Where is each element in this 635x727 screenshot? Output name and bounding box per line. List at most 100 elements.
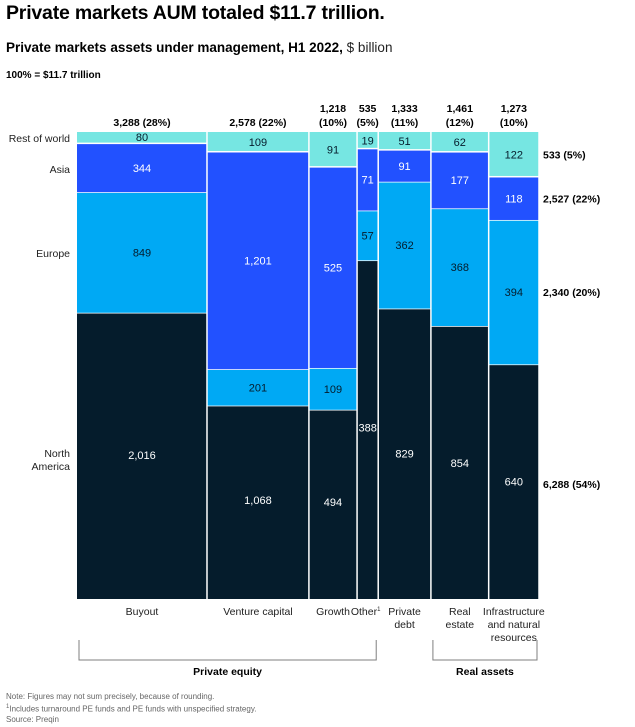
footnote-mark: 1 [6, 704, 10, 710]
segment-asia [207, 152, 309, 370]
segment-north-america [378, 309, 431, 599]
segment-value-label: 109 [249, 137, 267, 149]
column-share-label: (10%) [319, 117, 347, 129]
segment-europe [378, 182, 431, 309]
segment-value-label: 640 [505, 476, 523, 488]
category-label: Other1 [351, 606, 381, 618]
column-share-label: (10%) [500, 117, 528, 129]
segment-rest-of-world [489, 132, 539, 176]
segment-asia [489, 177, 539, 220]
segment-value-label: 829 [395, 449, 413, 461]
region-total-label: 2,340 (20%) [543, 287, 600, 299]
region-label: Rest of world [9, 133, 70, 145]
subtitle-unit: $ billion [342, 40, 393, 55]
region-label: America [31, 461, 70, 473]
category-label: debt [394, 619, 415, 631]
region-total-label: 533 (5%) [543, 149, 586, 161]
segment-value-label: 2,016 [128, 450, 156, 462]
segment-asia [357, 149, 378, 211]
segment-rest-of-world [378, 132, 431, 150]
segment-value-label: 362 [395, 240, 413, 252]
segment-asia [431, 152, 488, 209]
column-total-label: 1,273 [501, 103, 527, 115]
segment-north-america [207, 406, 309, 599]
category-label: estate [445, 619, 474, 631]
segment-europe [431, 209, 488, 327]
segment-value-label: 91 [398, 161, 410, 173]
footnote-text: Includes turnaround PE funds and PE fund… [9, 704, 257, 714]
segment-value-label: 201 [249, 382, 267, 394]
category-label: Venture capital [223, 606, 292, 618]
segment-north-america [431, 326, 488, 599]
column-share-label: (11%) [391, 117, 418, 129]
chart-notes: Note: Figures may not sum precisely, bec… [6, 692, 256, 725]
category-label: Buyout [126, 606, 159, 618]
category-label: Growth [316, 606, 350, 618]
region-label: Europe [36, 248, 70, 260]
chart-subtitle: Private markets assets under management,… [6, 40, 392, 55]
column-total-label: 3,288 (28%) [113, 117, 170, 129]
note-text: Note: Figures may not sum precisely, bec… [6, 692, 215, 701]
segment-europe [77, 192, 207, 313]
segment-value-label: 344 [133, 163, 151, 175]
footnote-line: 1Includes turnaround PE funds and PE fun… [6, 702, 256, 715]
segment-north-america [77, 313, 207, 599]
total-label: 100% = $11.7 trillion [6, 70, 101, 81]
column-total-label: 535 [359, 103, 377, 115]
segment-value-label: 854 [451, 458, 469, 470]
segment-value-label: 118 [505, 193, 523, 205]
segment-value-label: 122 [505, 149, 523, 161]
region-total-label: 2,527 (22%) [543, 193, 600, 205]
category-label: Private [388, 606, 421, 618]
segment-value-label: 51 [398, 136, 410, 148]
segment-value-label: 1,068 [244, 495, 272, 507]
column-share-label: (12%) [446, 117, 474, 129]
segment-value-label: 525 [324, 262, 342, 274]
column-total-label: 1,333 [391, 103, 417, 115]
segment-value-label: 1,201 [244, 255, 272, 267]
segment-europe [357, 211, 378, 261]
category-label: Real [449, 606, 471, 618]
region-label: North [44, 448, 70, 460]
group-bracket [432, 640, 538, 661]
segment-rest-of-world [207, 132, 309, 151]
segment-rest-of-world [309, 132, 357, 167]
column-total-label: 1,461 [447, 103, 473, 115]
segment-value-label: 394 [505, 287, 523, 299]
segment-rest-of-world [77, 132, 207, 143]
segment-rest-of-world [431, 132, 488, 152]
segment-value-label: 71 [362, 175, 374, 187]
segment-north-america [357, 261, 378, 599]
column-total-label: 2,578 (22%) [229, 117, 286, 129]
segment-asia [309, 167, 357, 368]
marimekko-chart: 2,016 849 344 80 3,288 (28%) Buyout 1,068 201 1,… [9, 103, 600, 678]
segment-europe [207, 369, 309, 406]
source-text: Source: Preqin [6, 714, 59, 724]
segment-asia [77, 144, 207, 193]
category-label: resources [491, 632, 537, 644]
segment-value-label: 19 [362, 135, 374, 147]
segment-value-label: 80 [136, 132, 148, 144]
segment-rest-of-world [357, 132, 378, 148]
segment-value-label: 849 [133, 247, 151, 259]
segment-value-label: 57 [362, 230, 374, 242]
group-label: Real assets [456, 666, 514, 678]
segment-europe [309, 368, 357, 410]
footnote-superscript: 1 [377, 607, 381, 613]
segment-asia [378, 150, 431, 182]
subtitle-main: Private markets assets under management,… [6, 40, 343, 55]
region-total-label: 6,288 (54%) [543, 479, 600, 491]
segment-value-label: 109 [324, 384, 342, 396]
group-bracket [78, 640, 377, 661]
segment-north-america [489, 365, 539, 599]
chart-title: Private markets AUM totaled $11.7 trilli… [6, 2, 385, 24]
column-total-label: 1,218 [320, 103, 346, 115]
segment-value-label: 62 [454, 137, 466, 149]
column-share-label: (5%) [357, 117, 379, 129]
category-label: and natural [488, 619, 541, 631]
region-label: Asia [50, 164, 71, 176]
segment-north-america [309, 410, 357, 599]
segment-value-label: 91 [327, 144, 339, 156]
segment-value-label: 388 [358, 422, 376, 434]
segment-europe [489, 220, 539, 365]
